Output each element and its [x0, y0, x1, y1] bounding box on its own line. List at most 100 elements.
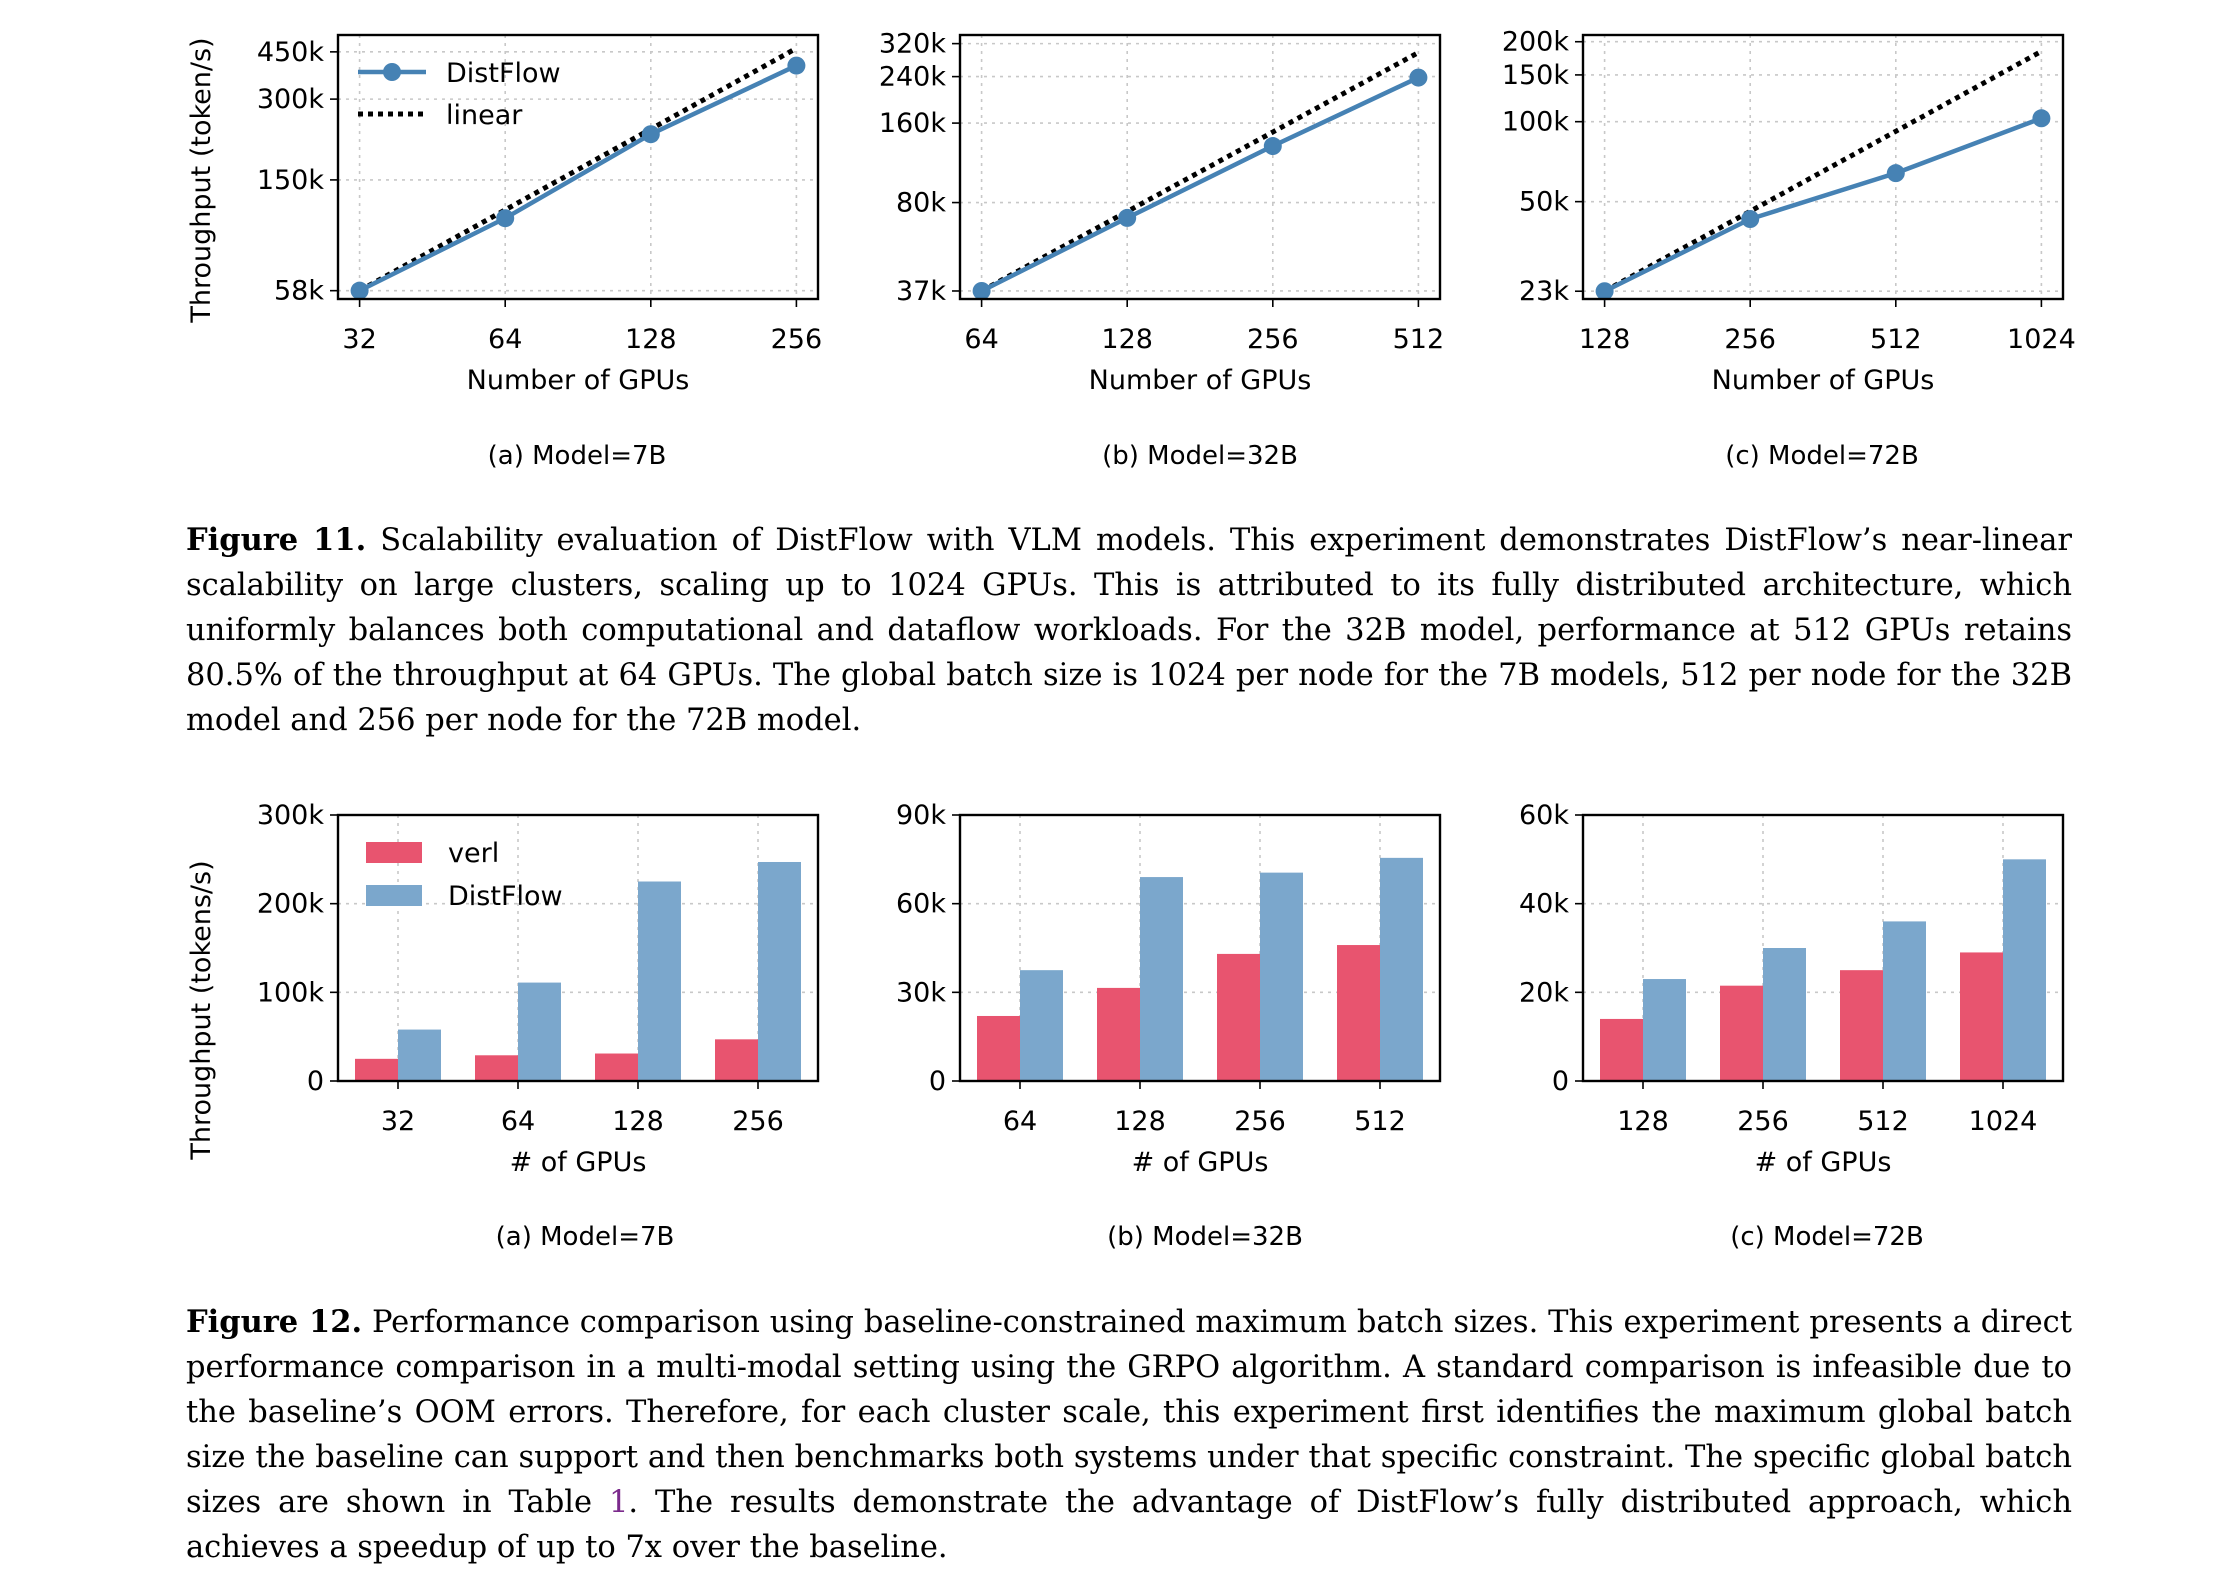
series-distflow-point [972, 281, 991, 300]
x-axis-label: Number of GPUs [467, 365, 690, 396]
bar-distflow [1643, 979, 1686, 1081]
x-tick-label: 256 [732, 1106, 784, 1137]
x-tick-label: 32 [381, 1106, 415, 1137]
series-distflow-point [1741, 210, 1760, 229]
x-tick-label: 128 [1579, 324, 1631, 355]
y-tick-label: 160k [879, 108, 947, 139]
fig11b-subcaption: (b) Model=32B [1102, 441, 1298, 471]
series-distflow-point [2032, 109, 2051, 128]
y-tick-label: 40k [1519, 889, 1569, 920]
fig11c-subcaption: (c) Model=72B [1725, 441, 1919, 471]
bar-distflow [1140, 877, 1183, 1081]
series-distflow-point [1118, 208, 1137, 227]
fig11-ylabel-text: Throughput (token/s) [186, 37, 217, 323]
legend-verl-swatch [366, 842, 422, 863]
chart-11a: 58k 150k 300k 450k 32 64 128 256 Number of GPUs D… [257, 33, 823, 396]
x-tick-label: 256 [1234, 1106, 1286, 1137]
fig12b-subcaption: (b) Model=32B [1107, 1222, 1303, 1252]
series-distflow-point [641, 125, 660, 144]
bar-distflow [1763, 948, 1806, 1081]
y-tick-label: 200k [257, 889, 325, 920]
y-tick-label: 37k [896, 276, 946, 307]
y-tick-label: 450k [257, 37, 325, 68]
y-tick-label: 300k [257, 800, 325, 831]
fig11-ylabel: Throughput (token/s) [186, 37, 217, 323]
y-tick-label: 100k [1502, 107, 1570, 138]
bar-distflow [1883, 921, 1926, 1081]
y-tick-label: 150k [1502, 60, 1570, 91]
x-tick-label: 128 [1101, 324, 1153, 355]
y-tick-label: 320k [879, 29, 947, 60]
bar-verl [355, 1058, 398, 1081]
x-tick-label: 256 [1724, 324, 1776, 355]
bar-distflow [638, 881, 681, 1081]
x-tick-label: 64 [488, 324, 522, 355]
series-distflow-point [496, 209, 515, 228]
y-tick-label: 50k [1519, 187, 1569, 218]
series-linear-line [358, 46, 798, 293]
y-tick-label: 0 [1552, 1066, 1569, 1097]
fig12-caption-text-before: Performance comparison using baseline-co… [186, 1305, 2072, 1520]
x-axis-label: # of GPUs [1132, 1147, 1269, 1178]
x-tick-label: 256 [1737, 1106, 1789, 1137]
x-tick-label: 1024 [1969, 1106, 2038, 1137]
x-tick-label: 1024 [2007, 324, 2076, 355]
x-tick-label: 512 [1354, 1106, 1406, 1137]
y-tick-label: 0 [307, 1066, 324, 1097]
plot-frame [958, 813, 1442, 1083]
x-tick-label: 512 [1870, 324, 1922, 355]
fig12-ylabel-text: Throughput (tokens/s) [186, 860, 217, 1160]
series-distflow-point [1263, 137, 1282, 156]
fig12-ylabel: Throughput (tokens/s) [186, 860, 217, 1160]
fig11a-subcaption: (a) Model=7B [487, 441, 667, 471]
fig12-caption-label: Figure 12. [186, 1304, 363, 1340]
bar-verl [1720, 985, 1763, 1081]
series-distflow-point [1409, 68, 1428, 87]
y-tick-label: 23k [1519, 276, 1569, 307]
fig11a-chart: 58k 150k 300k 450k 32 64 128 256 Number of GPUs D… [257, 27, 2076, 396]
fig11-caption: Figure 11. Scalability evaluation of Dis… [186, 518, 2072, 743]
series-distflow-point [350, 281, 369, 300]
fig11-caption-label: Figure 11. [186, 522, 367, 558]
x-tick-label: 64 [964, 324, 998, 355]
y-tick-label: 60k [896, 889, 946, 920]
fig12-caption: Figure 12. Performance comparison using … [186, 1300, 2072, 1570]
bar-distflow [2003, 859, 2046, 1081]
x-tick-label: 32 [342, 324, 376, 355]
bar-distflow [1380, 857, 1423, 1081]
x-axis-label: # of GPUs [510, 1147, 647, 1178]
x-tick-label: 128 [1617, 1106, 1669, 1137]
bar-verl [977, 1015, 1020, 1081]
y-tick-label: 30k [896, 977, 946, 1008]
x-tick-label: 128 [612, 1106, 664, 1137]
fig12-caption-text-after: . The results demonstrate the advantage … [186, 1485, 2072, 1565]
y-tick-label: 0 [929, 1066, 946, 1097]
bar-verl [475, 1055, 518, 1081]
table-reference-link[interactable]: 1 [609, 1485, 629, 1520]
series-distflow-point [1595, 282, 1614, 301]
plot-frame [336, 813, 820, 1083]
bar-verl [595, 1053, 638, 1081]
bar-distflow [398, 1029, 441, 1081]
y-tick-label: 300k [257, 84, 325, 115]
bar-distflow [518, 982, 561, 1081]
x-tick-label: 128 [625, 324, 677, 355]
y-tick-label: 20k [1519, 977, 1569, 1008]
fig12c-subcaption: (c) Model=72B [1730, 1222, 1924, 1252]
y-tick-label: 240k [879, 62, 947, 93]
legend-distflow-label: DistFlow [446, 58, 561, 89]
bar-verl [1337, 945, 1380, 1081]
x-axis-label: Number of GPUs [1712, 365, 1935, 396]
bar-verl [1600, 1018, 1643, 1081]
x-tick-label: 128 [1114, 1106, 1166, 1137]
bar-distflow [1260, 872, 1303, 1081]
series-distflow-point [1886, 164, 1905, 183]
fig11-caption-text: Scalability evaluation of DistFlow with … [186, 523, 2072, 738]
plot-frame [958, 33, 1442, 301]
chart-12c: 0 20k 40k 60k 128 256 512 1024 # of GPUs [1519, 800, 2065, 1178]
x-tick-label: 256 [771, 324, 823, 355]
legend-distflow-swatch [366, 885, 422, 906]
legend-linear-label: linear [446, 100, 523, 131]
